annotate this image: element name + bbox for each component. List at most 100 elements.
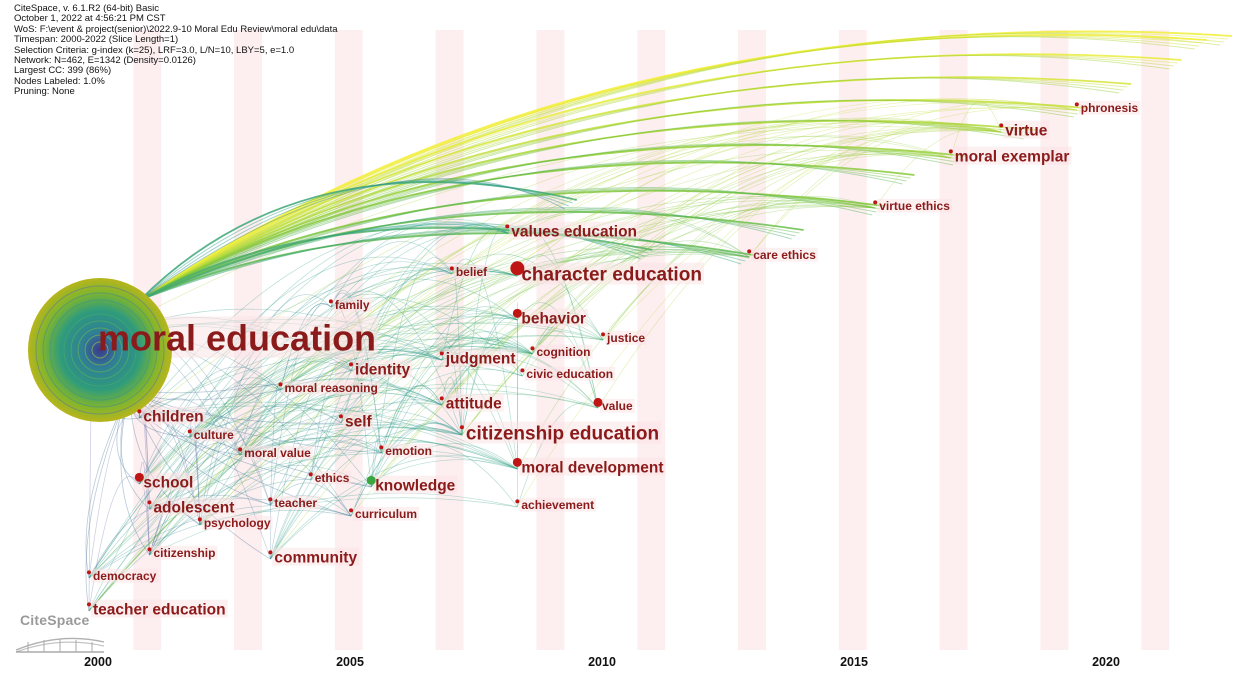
keyword-node [238, 447, 243, 452]
label-highlight [342, 411, 374, 430]
link-edge [88, 222, 508, 612]
link-edge [380, 331, 533, 454]
label-highlight [151, 545, 218, 560]
link-edge [381, 206, 876, 454]
link-arc [139, 211, 804, 301]
year-tick-label: 2005 [336, 655, 364, 669]
link-edge [441, 195, 876, 361]
link-edge [340, 337, 533, 424]
keyword-node [134, 472, 144, 482]
node-ring [70, 320, 130, 380]
keyword-node [1074, 102, 1079, 107]
link-edge [310, 130, 1002, 481]
keyword-node [349, 362, 354, 367]
link-arc [139, 99, 1078, 301]
link-edge [310, 223, 508, 481]
link-edge [280, 117, 1002, 391]
keyword-label: ethics [315, 471, 350, 485]
link-edge [149, 452, 518, 510]
meta-line: CiteSpace, v. 6.1.R2 (64-bit) Basic [14, 3, 160, 14]
label-highlight [524, 366, 616, 381]
link-arc [139, 189, 881, 301]
keyword-node [379, 445, 384, 450]
link-edge [330, 278, 518, 321]
label-highlight [519, 457, 666, 476]
keyword-node [366, 475, 376, 485]
link-arc [139, 189, 885, 301]
link-edge [199, 218, 508, 526]
keyword-label: citizenship [153, 546, 215, 560]
link-edge [270, 459, 518, 560]
meta-line: Largest CC: 399 (86%) [14, 65, 112, 77]
keyword-label: value [602, 399, 633, 413]
link-edge [280, 107, 1077, 391]
link-arc [139, 161, 915, 301]
link-edge [310, 399, 442, 481]
label-highlight [509, 221, 640, 240]
link-edge [507, 209, 750, 258]
link-edge [451, 196, 876, 275]
keyword-label: civic education [526, 367, 613, 381]
year-stripe [838, 30, 867, 650]
meta-line: Pruning: None [14, 86, 75, 98]
link-edge [88, 449, 518, 579]
link-arc [139, 32, 1221, 301]
link-edge [88, 402, 442, 579]
link-edge [139, 348, 442, 485]
link-edge [381, 200, 876, 454]
link-edge [451, 269, 463, 436]
link-edge [441, 342, 533, 406]
year-stripe [536, 30, 565, 650]
label-highlights [90, 100, 1141, 618]
keyword-node [349, 508, 354, 513]
link-arc [139, 227, 742, 301]
link-arc [139, 161, 911, 301]
year-stripe [435, 30, 464, 650]
link-edge [270, 455, 518, 560]
keyword-node [439, 396, 444, 401]
keyword-node [520, 368, 525, 373]
link-edge [461, 154, 951, 436]
link-edge [88, 392, 442, 579]
node-ring [91, 341, 109, 359]
meta-line: Timespan: 2000-2022 (Slice Length=1) [14, 34, 179, 46]
link-arc [139, 232, 754, 301]
link-arc [139, 210, 800, 301]
link-arc [139, 76, 1132, 301]
keyword-node [137, 409, 142, 414]
link-edge [748, 125, 1002, 258]
keyword-node [308, 472, 313, 477]
link-arc [139, 229, 746, 301]
link-edge [330, 290, 463, 436]
label-highlight [141, 406, 206, 425]
link-edge [149, 427, 463, 556]
link-edge [370, 422, 463, 488]
keyword-node [515, 499, 520, 504]
meta-line: WoS: F:\event & project(senior)\2022.9-1… [14, 23, 338, 35]
label-highlight [463, 421, 662, 444]
link-edge [199, 497, 518, 526]
keyword-node [601, 332, 606, 337]
year-stripe [1141, 30, 1170, 650]
link-edge [189, 417, 271, 506]
label-highlight [519, 497, 597, 512]
label-highlight [201, 515, 273, 530]
link-edge [139, 352, 442, 419]
keyword-node [147, 500, 152, 505]
link-edge [139, 206, 876, 485]
link-edge [380, 385, 443, 454]
node-ring [77, 327, 123, 373]
node-ring [63, 313, 137, 387]
label-highlight [191, 427, 236, 442]
link-edge [240, 435, 518, 470]
link-edge [270, 127, 1002, 560]
keyword-node [873, 200, 878, 205]
link-arc [139, 53, 1182, 301]
link-edge [532, 330, 599, 409]
keyword-label: behavior [521, 310, 586, 327]
keyword-nodes [28, 102, 1079, 607]
keyword-label: citizenship education [466, 424, 659, 445]
node-ring [56, 306, 144, 394]
